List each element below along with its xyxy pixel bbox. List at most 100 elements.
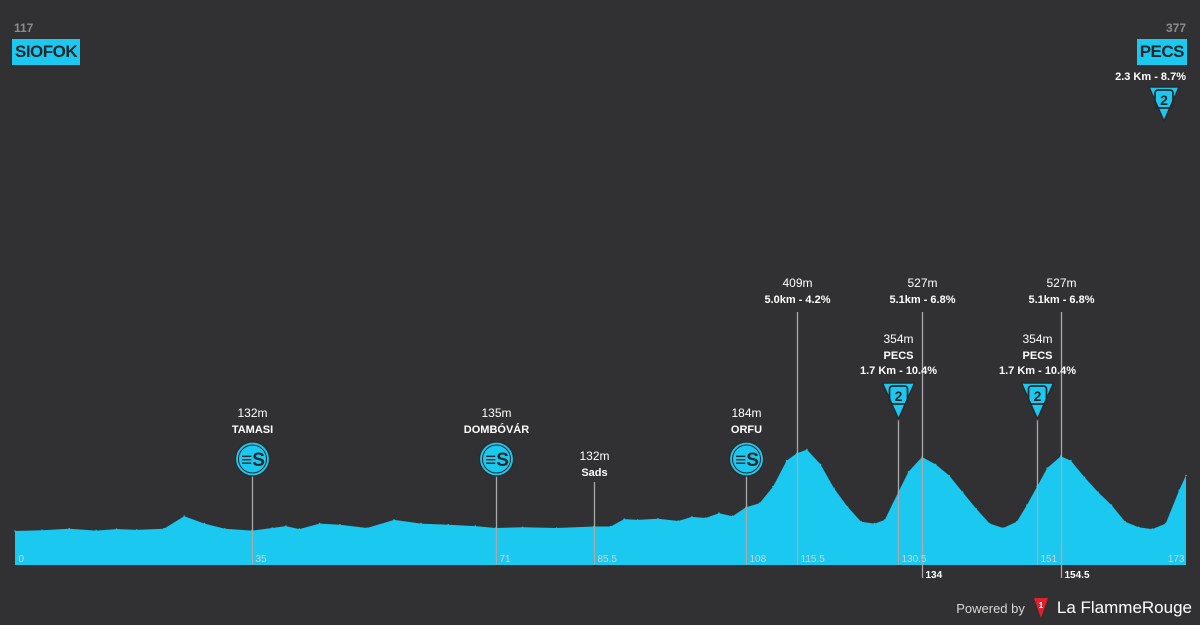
profile-point [420, 522, 422, 525]
profile-point [846, 506, 849, 508]
profile-point [1046, 467, 1048, 469]
profile-point [948, 474, 950, 477]
finish-climb-info: 2.3 Km - 8.7% [1115, 71, 1186, 83]
marker-climb-info: 1.7 Km - 10.4% [999, 365, 1076, 377]
profile-point [1097, 491, 1099, 493]
profile-point [758, 502, 761, 505]
profile-point [1137, 526, 1140, 529]
marker-name: Sads [581, 467, 607, 479]
sprint-icon-disc [728, 441, 765, 477]
profile-point [1124, 520, 1126, 523]
profile-point [136, 529, 138, 531]
km-tick-label: 108 [750, 554, 767, 565]
marker-altitude: 132m [237, 406, 267, 420]
marker-name: 5.0km - 4.2% [764, 294, 830, 306]
profile-point [339, 523, 341, 526]
profile-point [623, 518, 625, 520]
km-tick-label: 134 [926, 570, 943, 581]
marker-altitude: 527m [907, 276, 937, 290]
sprint-icon-disc [234, 441, 271, 477]
profile-point [860, 520, 862, 523]
marker-name: 5.1km - 6.8% [889, 294, 955, 306]
marker-altitude: 135m [481, 406, 511, 420]
profile-point [1185, 474, 1187, 477]
marker-altitude: 184m [731, 406, 761, 420]
credit-footer[interactable]: Powered by 1 La FlammeRouge [956, 597, 1192, 619]
profile-point [68, 527, 70, 530]
start-altitude: 117 [14, 21, 34, 35]
sprint-icon-glyph: ≡S [735, 450, 759, 471]
profile-point [975, 508, 977, 510]
km-tick-label: 115.5 [801, 554, 826, 565]
marker-name: TAMASI [232, 424, 273, 436]
marker-altitude: 409m [782, 276, 812, 290]
profile-point [224, 527, 226, 530]
marker-altitude: 132m [579, 449, 609, 463]
climb-category-label: 2 [895, 388, 903, 404]
profile-point [731, 515, 734, 517]
marker-altitude: 354m [883, 332, 913, 346]
marker-name: ORFU [731, 424, 762, 436]
profile-point [366, 527, 368, 529]
km-tick-label: 0 [19, 554, 25, 565]
climb-category-icon: 2 [881, 382, 916, 421]
flamme-rouge-logo-icon: 1 [1033, 598, 1048, 618]
sprint-icon: ≡S [728, 441, 765, 477]
finish-altitude: 377 [1165, 21, 1186, 35]
km-tick-label: 35 [256, 554, 268, 565]
profile-point [1178, 489, 1180, 492]
profile-point [873, 522, 876, 525]
profile-area [15, 449, 1186, 565]
profile-point [298, 528, 301, 530]
profile-point [183, 515, 185, 517]
profile-point [1070, 459, 1072, 462]
profile-point [718, 512, 720, 514]
marker-name: PECS [1023, 350, 1053, 362]
km-tick-label: 151 [1041, 554, 1058, 565]
profile-point [907, 471, 910, 473]
profile-point [14, 530, 16, 532]
profile-point [318, 522, 321, 525]
profile-point [1110, 504, 1113, 506]
sprint-icon: ≡S [234, 441, 271, 477]
svg-text:1: 1 [1039, 601, 1044, 610]
profile-point [785, 459, 788, 462]
profile-point [691, 516, 693, 518]
sprint-icon-glyph: ≡S [241, 450, 265, 471]
profile-point [884, 519, 886, 521]
marker-altitude: 527m [1046, 276, 1076, 290]
profile-point [95, 529, 97, 532]
profile-point [115, 528, 118, 530]
profile-point [961, 491, 964, 493]
profile-point [609, 525, 612, 528]
profile-point [555, 527, 558, 529]
finish-flag: PECS [1136, 39, 1187, 65]
profile-point [1151, 528, 1153, 530]
profile-point [521, 526, 524, 529]
brand-label: La FlammeRouge [1056, 598, 1192, 617]
profile-point [819, 463, 822, 466]
profile-point [657, 518, 659, 520]
marker-name: DOMBÓVÁR [464, 423, 529, 436]
profile-point [271, 527, 274, 529]
sprint-icon-ring [732, 444, 761, 474]
sprint-icon-glyph: ≡S [485, 450, 509, 471]
sprint-icon: ≡S [478, 441, 515, 477]
start-flag: SIOFOK [12, 39, 81, 65]
profile-point [285, 525, 287, 527]
sprint-icon-ring [482, 444, 511, 474]
marker-climb-info: 1.7 Km - 10.4% [860, 365, 937, 377]
powered-by-label: Powered by [956, 600, 1025, 616]
profile-point [41, 529, 43, 531]
profile-point [772, 485, 774, 488]
profile-point [1002, 527, 1004, 529]
climb-category-triangle [1020, 382, 1055, 421]
profile-point [1026, 504, 1028, 506]
profile-point [1164, 522, 1167, 525]
profile-point [447, 523, 450, 526]
profile-point [636, 519, 639, 521]
profile-point [203, 522, 206, 525]
climb-category-frame [888, 385, 909, 405]
